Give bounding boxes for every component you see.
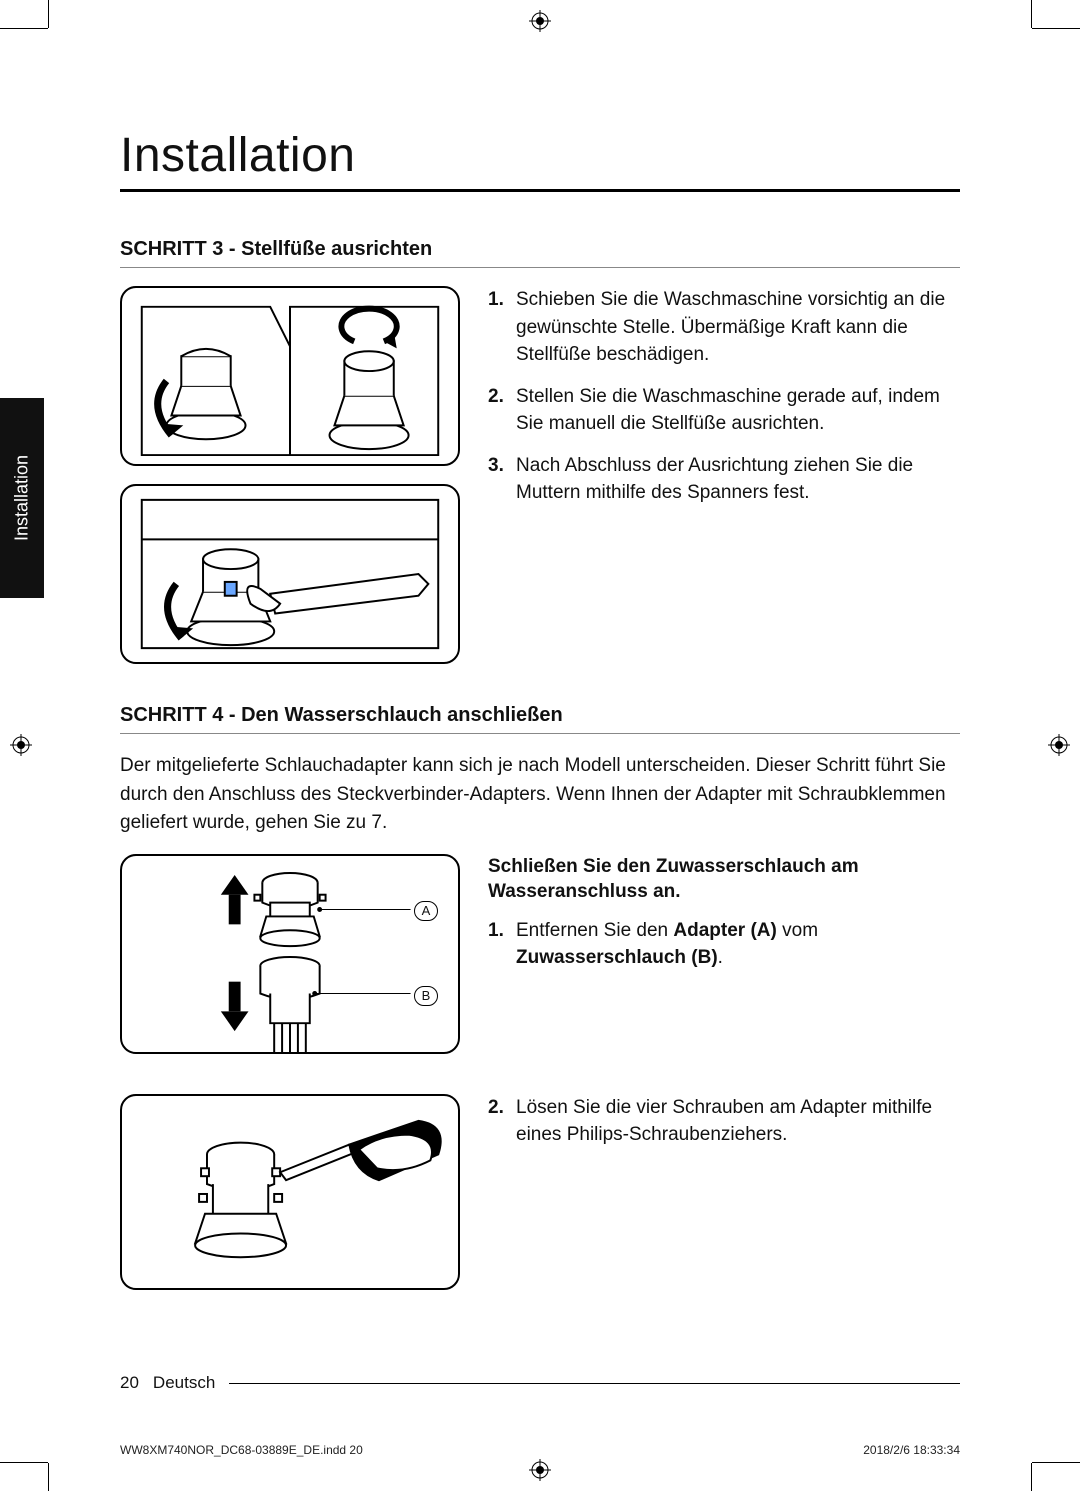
- page-number: 20: [120, 1373, 139, 1393]
- print-file: WW8XM740NOR_DC68-03889E_DE.indd 20: [120, 1443, 363, 1457]
- section-tab: Installation: [0, 398, 44, 598]
- step-text: Entfernen Sie den Adapter (A) vom Zuwass…: [516, 917, 960, 972]
- step3-figures: [120, 286, 460, 664]
- step3-text: 1.Schieben Sie die Waschmaschine vorsich…: [488, 286, 960, 664]
- step-text: Stellen Sie die Waschmaschine gerade auf…: [516, 383, 960, 438]
- step3-block: 1.Schieben Sie die Waschmaschine vorsich…: [120, 286, 960, 664]
- step-text: Lösen Sie die vier Schrauben am Adapter …: [516, 1094, 960, 1149]
- step4-block1: A B Schließen Sie den Zuwasserschlauch a…: [120, 854, 960, 1054]
- crop-mark: [1032, 1462, 1080, 1463]
- list-item: 2.Lösen Sie die vier Schrauben am Adapte…: [488, 1094, 960, 1149]
- figure-loosen-screws: [120, 1094, 460, 1290]
- crop-mark: [1031, 0, 1032, 28]
- step-text: Schieben Sie die Waschmaschine vorsichti…: [516, 286, 960, 369]
- crop-mark: [0, 1462, 48, 1463]
- registration-mark-icon: [10, 734, 32, 756]
- page-language: Deutsch: [153, 1373, 215, 1393]
- crop-mark: [48, 0, 49, 28]
- step4-figure2-col: [120, 1094, 460, 1290]
- step-number: 1.: [488, 286, 516, 369]
- crop-mark: [48, 1463, 49, 1491]
- figure-adapter-hose: A B: [120, 854, 460, 1054]
- step3-heading: SCHRITT 3 - Stellfüße ausrichten: [120, 238, 960, 268]
- callout-a: A: [414, 901, 438, 921]
- callout-b: B: [414, 986, 438, 1006]
- step4-intro: Der mitgelieferte Schlauchadapter kann s…: [120, 752, 960, 838]
- step4-subheading: Schließen Sie den Zuwasserschlauch am Wa…: [488, 854, 960, 905]
- page-footer: 20 Deutsch: [120, 1373, 960, 1393]
- figure-level-foot-adjust: [120, 286, 460, 466]
- crop-mark: [1031, 1463, 1032, 1491]
- step4-heading: SCHRITT 4 - Den Wasserschlauch anschließ…: [120, 704, 960, 734]
- figure-tighten-nut: [120, 484, 460, 664]
- step-number: 3.: [488, 452, 516, 507]
- list-item: 3.Nach Abschluss der Ausrichtung ziehen …: [488, 452, 960, 507]
- list-item: 1. Entfernen Sie den Adapter (A) vom Zuw…: [488, 917, 960, 972]
- page-content: Installation Installation SCHRITT 3 - St…: [60, 28, 1020, 1463]
- step-number: 1.: [488, 917, 516, 972]
- step-number: 2.: [488, 383, 516, 438]
- page-title: Installation: [120, 128, 960, 192]
- registration-mark-icon: [1048, 734, 1070, 756]
- list-item: 1.Schieben Sie die Waschmaschine vorsich…: [488, 286, 960, 369]
- print-metadata: WW8XM740NOR_DC68-03889E_DE.indd 20 2018/…: [120, 1443, 960, 1457]
- step-number: 2.: [488, 1094, 516, 1149]
- step4-block2: 2.Lösen Sie die vier Schrauben am Adapte…: [120, 1094, 960, 1290]
- crop-mark: [1032, 28, 1080, 29]
- step4-figure1-col: A B: [120, 854, 460, 1054]
- step4-text2: 2.Lösen Sie die vier Schrauben am Adapte…: [488, 1094, 960, 1290]
- print-timestamp: 2018/2/6 18:33:34: [863, 1443, 960, 1457]
- list-item: 2.Stellen Sie die Waschmaschine gerade a…: [488, 383, 960, 438]
- step-text: Nach Abschluss der Ausrichtung ziehen Si…: [516, 452, 960, 507]
- step4-text1: Schließen Sie den Zuwasserschlauch am Wa…: [488, 854, 960, 1054]
- crop-mark: [0, 28, 48, 29]
- footer-rule: [229, 1383, 960, 1384]
